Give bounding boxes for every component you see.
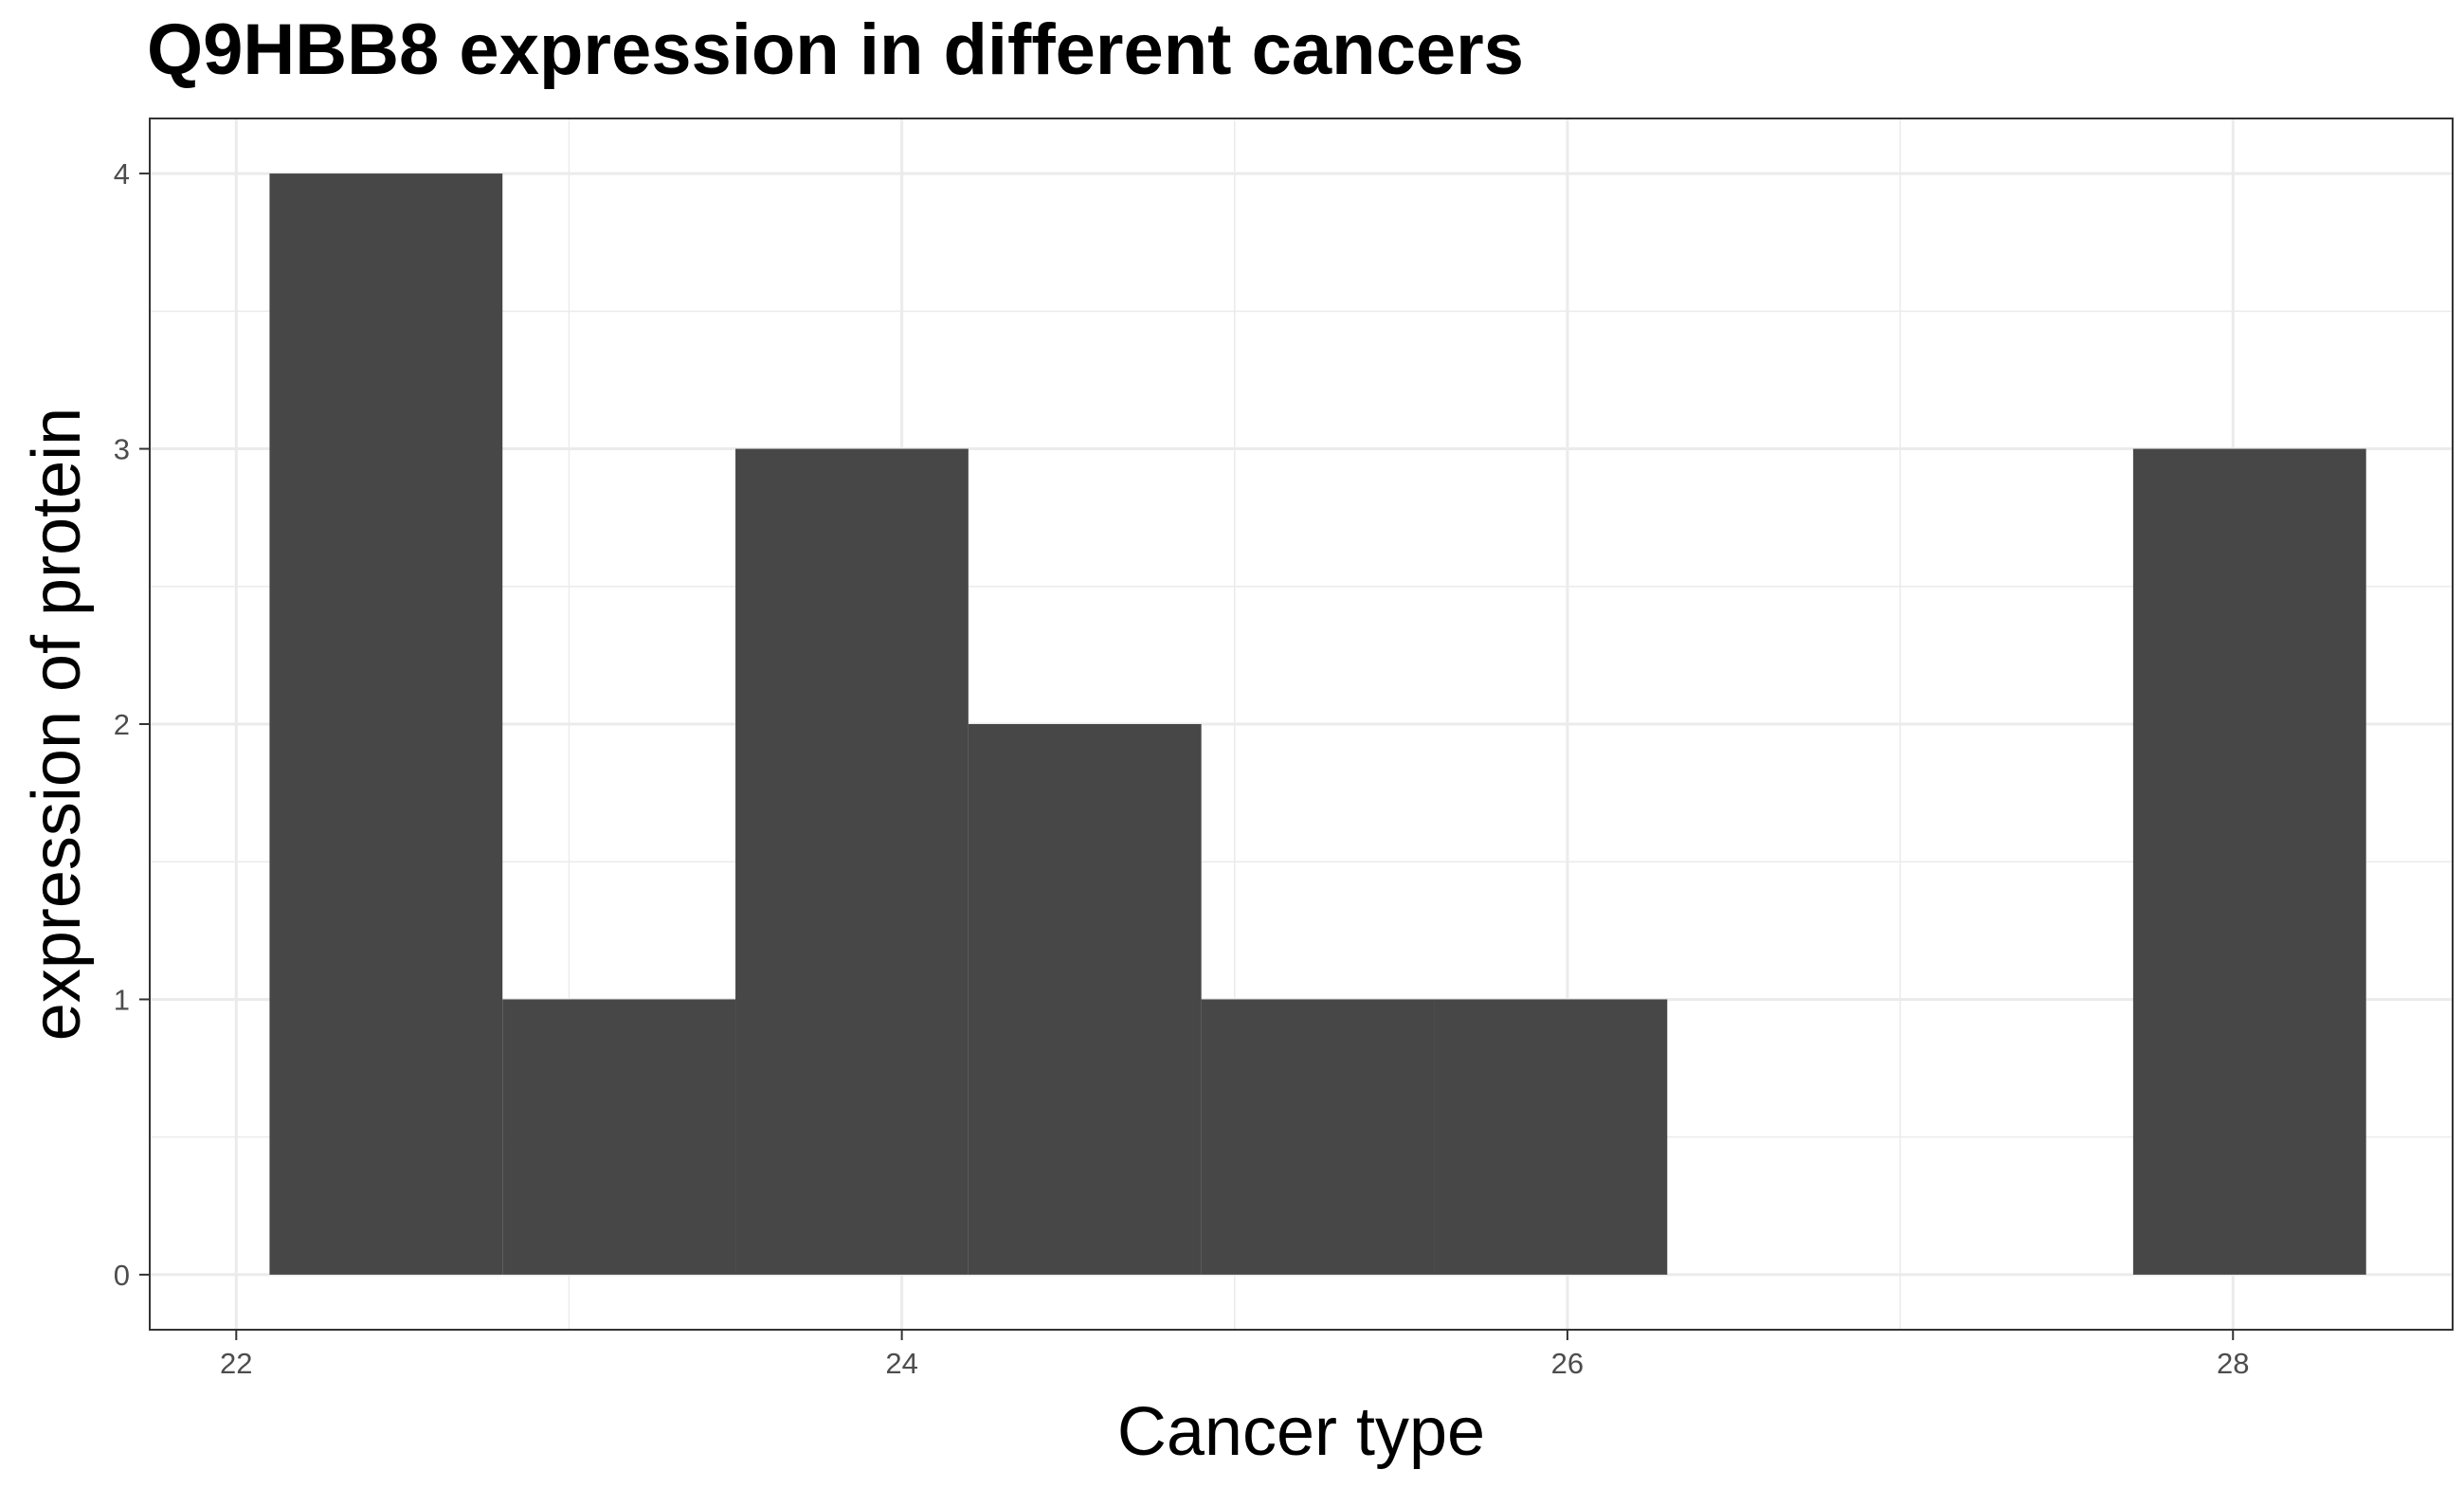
y-tick-label: 4 [114,157,130,191]
plot-area [149,118,2454,1331]
x-axis-title: Cancer type [1117,1394,1485,1470]
histogram-bar [2132,448,2366,1275]
y-tick-label: 2 [114,708,130,741]
histogram-bar [1434,999,1668,1275]
y-tick-label: 0 [114,1259,130,1292]
x-axis: 22 24 26 28 [220,1330,2249,1380]
x-tick-label: 28 [2217,1347,2249,1380]
histogram-bar [968,724,1202,1275]
y-axis: 0 1 2 3 4 [114,157,150,1292]
y-tick-label: 3 [114,433,130,466]
histogram-bar [269,173,503,1275]
y-axis-title: expression of protein [19,408,95,1041]
x-tick-label: 26 [1551,1347,1584,1380]
x-tick-label: 22 [220,1347,252,1380]
histogram-bar [1201,999,1435,1275]
y-tick-label: 1 [114,983,130,1016]
x-tick-label: 24 [885,1347,917,1380]
chart-title: Q9HBB8 expression in different cancers [147,9,1524,90]
histogram-bar [502,999,736,1275]
bars [269,173,2366,1275]
histogram-bar [735,448,969,1275]
